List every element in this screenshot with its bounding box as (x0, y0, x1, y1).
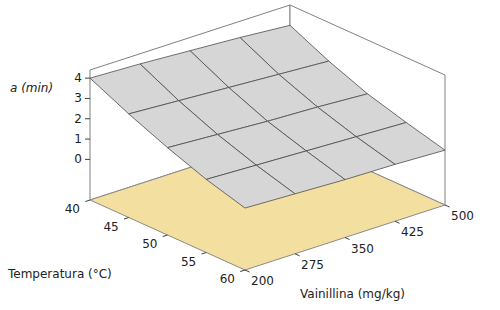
svg-text:1: 1 (74, 132, 82, 146)
svg-text:350: 350 (351, 242, 374, 256)
svg-text:200: 200 (251, 274, 274, 288)
svg-text:60: 60 (220, 272, 235, 286)
svg-text:50: 50 (142, 237, 157, 251)
svg-text:Vainillina (mg/kg): Vainillina (mg/kg) (300, 287, 405, 301)
svg-text:3: 3 (74, 91, 82, 105)
svg-text:275: 275 (301, 258, 324, 272)
svg-text:500: 500 (451, 209, 474, 223)
svg-text:55: 55 (181, 255, 196, 269)
svg-text:a (min): a (min) (10, 81, 53, 95)
svg-text:45: 45 (103, 220, 118, 234)
svg-text:425: 425 (401, 225, 424, 239)
svg-text:4: 4 (74, 71, 82, 85)
svg-text:Temperatura (°C): Temperatura (°C) (7, 267, 112, 281)
svg-text:40: 40 (65, 202, 80, 216)
svg-text:2: 2 (74, 112, 82, 126)
svg-text:0: 0 (74, 152, 82, 166)
